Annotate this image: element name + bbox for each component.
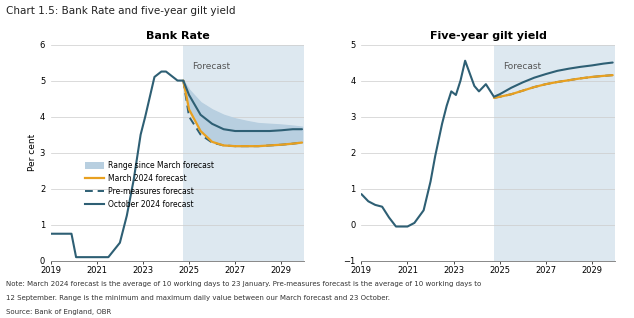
Text: Forecast: Forecast	[193, 62, 231, 71]
Text: 12 September. Range is the minimum and maximum daily value between our March for: 12 September. Range is the minimum and m…	[6, 295, 391, 301]
Text: Forecast: Forecast	[503, 62, 541, 71]
Bar	[494, 45, 626, 261]
Y-axis label: Per cent: Per cent	[28, 134, 37, 171]
Text: Note: March 2024 forecast is the average of 10 working days to 23 January. Pre-m: Note: March 2024 forecast is the average…	[6, 281, 482, 287]
Bar	[183, 45, 316, 261]
Legend: Range since March forecast, March 2024 forecast, Pre-measures forecast, October : Range since March forecast, March 2024 f…	[85, 161, 214, 209]
Text: Chart 1.5: Bank Rate and five-year gilt yield: Chart 1.5: Bank Rate and five-year gilt …	[6, 6, 236, 16]
Title: Bank Rate: Bank Rate	[146, 31, 209, 41]
Title: Five-year gilt yield: Five-year gilt yield	[430, 31, 547, 41]
Text: Source: Bank of England, OBR: Source: Bank of England, OBR	[6, 309, 112, 315]
